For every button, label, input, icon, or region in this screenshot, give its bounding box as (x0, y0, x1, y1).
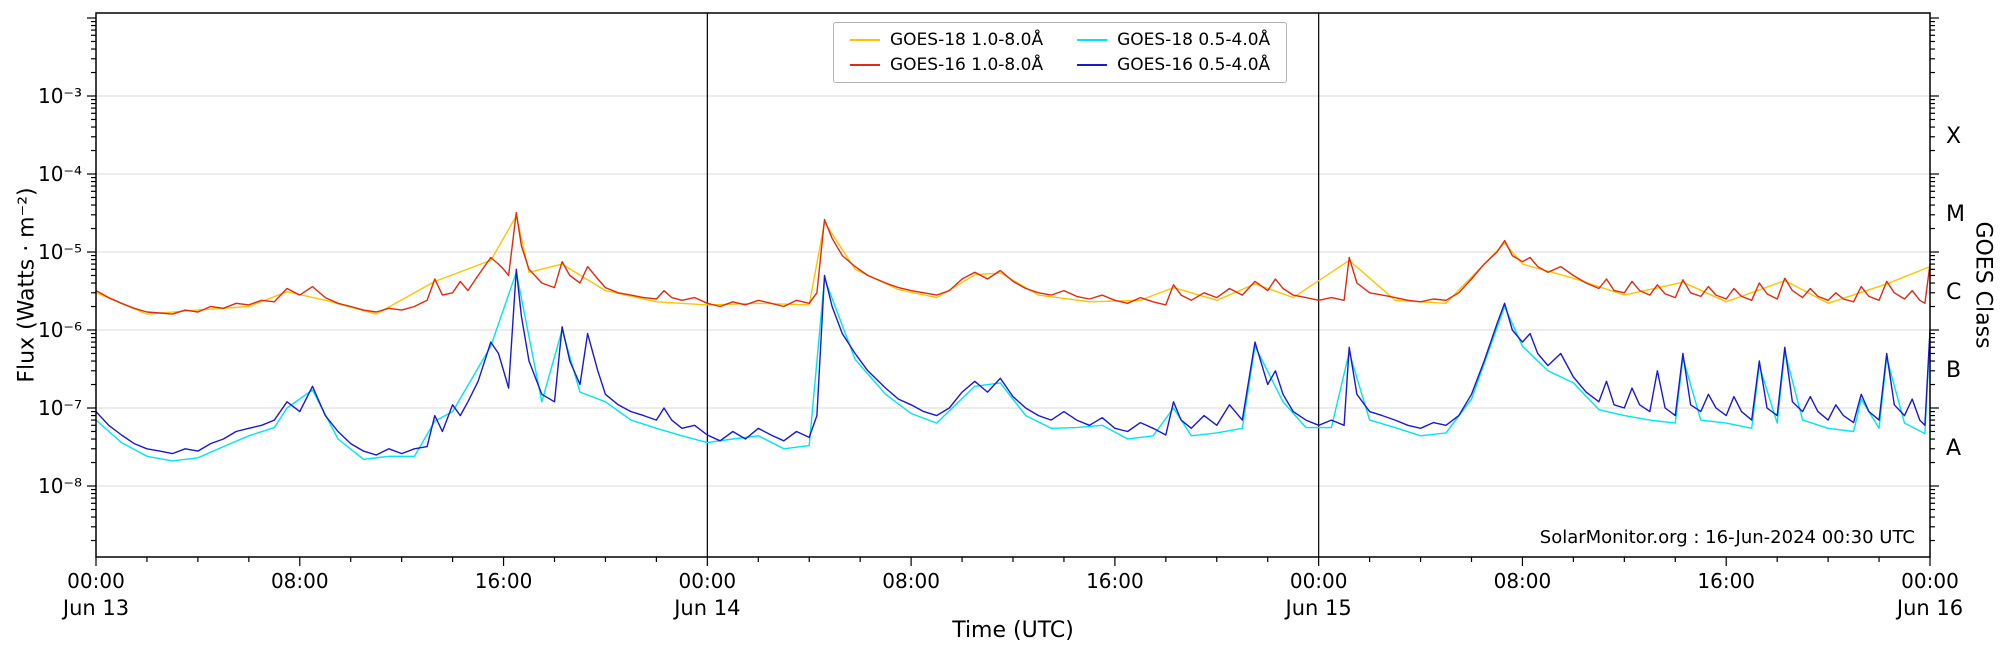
goes16-short-line-swatch (1077, 64, 1108, 67)
series-line-goes-16-0-5-4-0- (96, 268, 1930, 456)
svg-text:08:00: 08:00 (1494, 569, 1552, 593)
svg-text:16:00: 16:00 (1086, 569, 1144, 593)
goes18-short-line-swatch (1077, 39, 1108, 42)
goes-class-label-x: X (1946, 124, 1961, 149)
svg-text:10⁻³: 10⁻³ (38, 84, 82, 108)
svg-text:10⁻⁵: 10⁻⁵ (38, 240, 82, 264)
series-group (96, 211, 1930, 462)
svg-text:08:00: 08:00 (271, 569, 329, 593)
axis-tick-labels: 10⁻³ 10⁻⁴ 10⁻⁵ 10⁻⁶ 10⁻⁷ 10⁻⁸ X M C B A 00:00 Jun 13… (38, 84, 1965, 620)
legend-label: GOES-18 1.0-8.0Å (890, 30, 1044, 50)
svg-text:00:00: 00:00 (1901, 569, 1959, 593)
gridlines (96, 95, 1930, 487)
series-line-goes-18-0-5-4-0- (96, 271, 1930, 462)
svg-text:00:00: 00:00 (1290, 569, 1348, 593)
legend-item-goes16-long: GOES-16 1.0-8.0Å (850, 54, 1044, 75)
axis-ticks (87, 17, 1939, 566)
svg-text:08:00: 08:00 (882, 569, 940, 593)
svg-text:00:00: 00:00 (679, 569, 737, 593)
legend-label: GOES-16 0.5-4.0Å (1117, 54, 1271, 75)
goes-class-label-c: C (1946, 280, 1961, 305)
svg-text:10⁻⁴: 10⁻⁴ (38, 162, 82, 186)
day-label: Jun 14 (672, 596, 740, 620)
legend-item-goes16-short: GOES-16 0.5-4.0Å (1077, 54, 1271, 75)
plot-border (95, 12, 1931, 558)
day-label: Jun 16 (1895, 596, 1963, 620)
svg-text:10⁻⁶: 10⁻⁶ (38, 318, 82, 342)
day-label: Jun 15 (1284, 596, 1352, 620)
solarmonitor-timestamp: SolarMonitor.org : 16-Jun-2024 00:30 UTC (1539, 527, 1915, 548)
svg-text:00:00: 00:00 (67, 569, 125, 593)
goes18-long-line-swatch (850, 39, 880, 42)
legend: GOES-18 1.0-8.0Å GOES-16 1.0-8.0Å GOES-1… (833, 22, 1288, 84)
legend-item-goes18-long: GOES-18 1.0-8.0Å (850, 31, 1043, 50)
legend-label: GOES-16 1.0-8.0Å (890, 54, 1044, 75)
svg-text:10⁻⁸: 10⁻⁸ (38, 474, 82, 498)
series-line-goes-16-1-0-8-0- (96, 211, 1930, 315)
svg-text:16:00: 16:00 (1697, 569, 1755, 593)
svg-text:10⁻⁷: 10⁻⁷ (38, 396, 82, 420)
svg-text:16:00: 16:00 (475, 569, 533, 593)
x-axis-title-time: Time (UTC) (952, 618, 1074, 643)
legend-item-goes18-short: GOES-18 0.5-4.0Å (1077, 31, 1270, 50)
y-axis-title-flux: Flux (Watts · m⁻²) (14, 187, 40, 383)
day-boundary-lines (706, 13, 1320, 557)
series-line-goes-18-1-0-8-0- (96, 215, 1930, 315)
goes-class-label-a: A (1946, 436, 1961, 461)
legend-label: GOES-18 0.5-4.0Å (1117, 30, 1271, 50)
goes-class-label-m: M (1946, 202, 1965, 227)
day-label: Jun 13 (61, 596, 129, 620)
goes-class-label-b: B (1946, 358, 1961, 383)
y-axis-title-goes-class: GOES Class (1970, 221, 1996, 349)
goes16-long-line-swatch (850, 64, 880, 67)
